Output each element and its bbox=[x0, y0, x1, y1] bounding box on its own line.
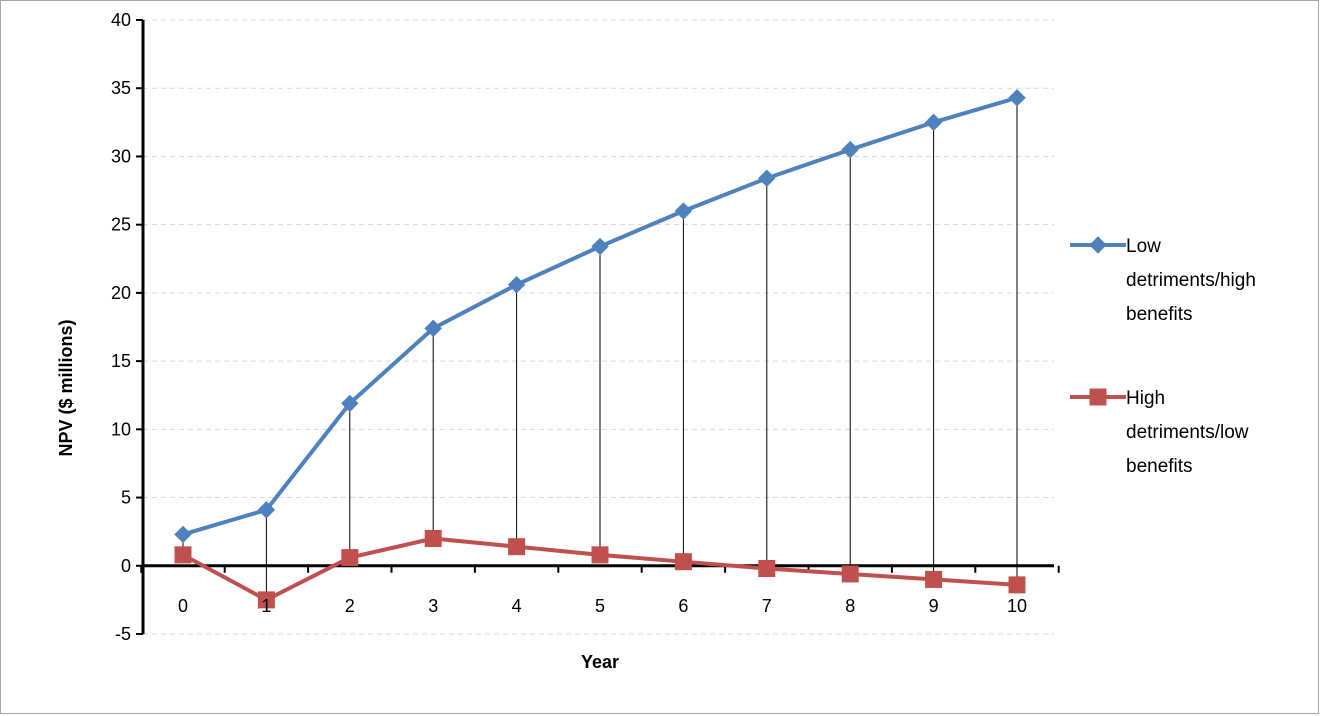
legend-label-1: benefits bbox=[1126, 304, 1193, 325]
y-tick-label: 40 bbox=[111, 10, 131, 30]
x-tick-label: 2 bbox=[345, 596, 355, 616]
legend-label-2: detriments/low bbox=[1126, 422, 1249, 443]
series-2-point bbox=[1008, 576, 1026, 594]
series-1-point bbox=[174, 525, 192, 544]
x-tick-label: 6 bbox=[678, 596, 688, 616]
series-2-point bbox=[257, 591, 275, 609]
series-1-point bbox=[758, 169, 776, 187]
x-tick-label: 7 bbox=[762, 596, 772, 616]
legend-marker-1 bbox=[1089, 236, 1107, 254]
x-tick-label: 8 bbox=[845, 596, 855, 616]
series-2-point bbox=[925, 570, 943, 588]
series-1-point bbox=[257, 501, 276, 519]
x-tick-label: 5 bbox=[595, 596, 605, 616]
x-tick-label: 4 bbox=[512, 596, 522, 616]
legend-label-1: Low bbox=[1126, 236, 1161, 257]
x-tick-label: 3 bbox=[428, 596, 438, 616]
series-2-point bbox=[758, 560, 776, 578]
series-2-point bbox=[424, 529, 442, 547]
series-2-point bbox=[591, 546, 609, 564]
y-tick-label: 25 bbox=[111, 215, 131, 235]
legend-marker-2 bbox=[1089, 388, 1107, 406]
y-tick-label: 0 bbox=[121, 556, 131, 576]
x-tick-label: 1 bbox=[261, 596, 271, 616]
y-tick-label: -5 bbox=[115, 624, 131, 644]
series-2-point bbox=[341, 549, 359, 567]
x-tick-label: 10 bbox=[1007, 596, 1027, 616]
x-tick-label: 9 bbox=[929, 596, 939, 616]
legend-label-1: detriments/high bbox=[1126, 270, 1256, 291]
y-tick-label: 30 bbox=[111, 146, 131, 166]
series-2-point bbox=[841, 565, 859, 583]
series-2-point bbox=[174, 546, 192, 564]
legend-label-2: benefits bbox=[1126, 456, 1193, 477]
series-markers bbox=[174, 89, 1026, 609]
y-tick-label: 5 bbox=[121, 488, 131, 508]
y-tick-label: 10 bbox=[111, 419, 131, 439]
series-1-point bbox=[924, 113, 943, 132]
y-tick-label: 35 bbox=[111, 78, 131, 98]
x-tick-label: 0 bbox=[178, 596, 188, 616]
series-1-point bbox=[1008, 89, 1026, 107]
series-1-point bbox=[674, 202, 693, 220]
y-axis-title: NPV ($ millions) bbox=[56, 319, 76, 456]
legend-label-2: High bbox=[1126, 388, 1165, 409]
series-1-point bbox=[341, 394, 359, 413]
drop-lines bbox=[182, 97, 1018, 600]
x-axis-title: Year bbox=[581, 652, 619, 672]
series-1-point bbox=[507, 275, 526, 294]
tick-labels: -5 0 5 10 15 20 25 30 35 40 0 1 2 3 4 5 6 7 8 9 10 bbox=[111, 10, 1027, 644]
gridlines bbox=[143, 19, 1054, 635]
series-2-point bbox=[508, 538, 526, 556]
y-tick-label: 20 bbox=[111, 283, 131, 303]
axes bbox=[136, 19, 1060, 635]
series-1-point bbox=[841, 140, 859, 159]
y-tick-label: 15 bbox=[111, 351, 131, 371]
series-1-point bbox=[591, 237, 609, 256]
series-2-point bbox=[674, 553, 692, 571]
legend: Low detriments/high benefits High detriments… bbox=[1070, 236, 1256, 477]
series-1-point bbox=[424, 319, 442, 338]
